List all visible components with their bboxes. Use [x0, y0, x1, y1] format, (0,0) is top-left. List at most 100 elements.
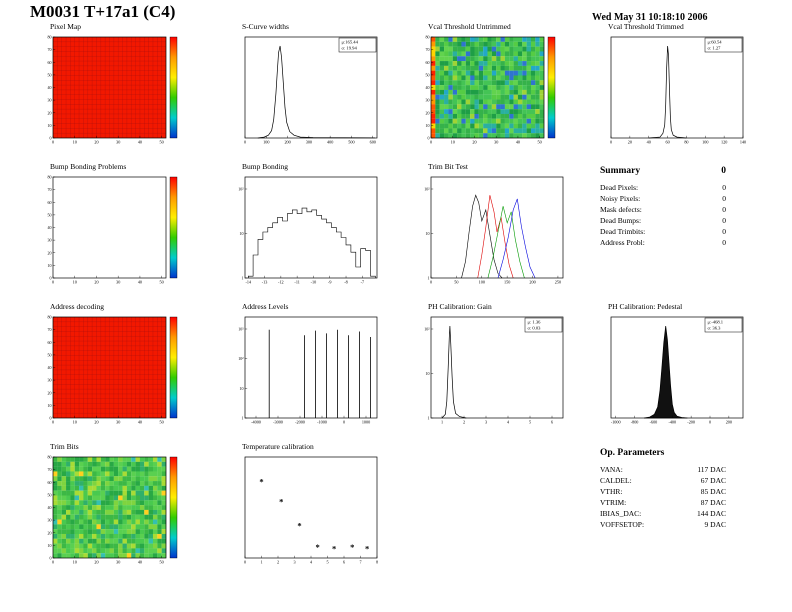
- svg-text:50: 50: [48, 352, 52, 357]
- svg-text:120: 120: [721, 140, 727, 145]
- summary-row-value: 0: [722, 183, 726, 192]
- svg-text:0: 0: [50, 556, 52, 561]
- panel-ph-gain: PH Calibration: Gain 1 2 3 4 5 6 1 10 10² μ: 1.36…: [414, 302, 574, 433]
- op-parameter-label: VANA:: [600, 465, 623, 474]
- svg-text:60: 60: [48, 340, 52, 345]
- svg-text:50: 50: [160, 280, 164, 285]
- op-parameter-label: IBIAS_DAC:: [600, 509, 642, 518]
- svg-text:*: *: [332, 544, 336, 554]
- svg-text:10: 10: [426, 231, 430, 236]
- op-parameter-value: 117 DAC: [697, 465, 726, 474]
- svg-text:400: 400: [327, 140, 333, 145]
- svg-text:2: 2: [463, 420, 465, 425]
- svg-text:2: 2: [277, 560, 279, 565]
- pixel-map-title: Pixel Map: [50, 22, 82, 31]
- summary-row-value: 0: [722, 216, 726, 225]
- svg-text:80: 80: [48, 315, 52, 320]
- svg-text:-200: -200: [687, 420, 695, 425]
- summary-row: Address Probl: 0: [600, 237, 726, 248]
- svg-text:0: 0: [52, 140, 54, 145]
- svg-text:20: 20: [94, 140, 98, 145]
- svg-text:*: *: [297, 521, 301, 531]
- summary-title: Summary: [600, 166, 641, 176]
- summary-row: Noisy Pixels: 0: [600, 193, 726, 204]
- panel-bump-bonding: Bump Bonding -14 -13 -12 -11 -10 -9 -8 -7 1 10 10²: [228, 162, 388, 293]
- svg-text:50: 50: [426, 72, 430, 77]
- svg-text:μ:165.44: μ:165.44: [342, 40, 359, 45]
- ph-gain-title: PH Calibration: Gain: [428, 302, 492, 311]
- svg-text:20: 20: [94, 420, 98, 425]
- svg-text:60: 60: [48, 60, 52, 65]
- svg-text:30: 30: [116, 420, 120, 425]
- svg-text:μ: 1.36: μ: 1.36: [528, 320, 542, 325]
- svg-text:10: 10: [48, 123, 52, 128]
- op-parameter-value: 9 DAC: [704, 520, 726, 529]
- vcal-trimmed-title: Vcal Threshold Trimmed: [608, 22, 684, 31]
- summary-row: Mask defects: 0: [600, 204, 726, 215]
- vcal-untrimmed-title: Vcal Threshold Untrimmed: [428, 22, 511, 31]
- svg-text:0: 0: [52, 420, 54, 425]
- svg-text:20: 20: [472, 140, 476, 145]
- svg-text:70: 70: [426, 47, 430, 52]
- svg-text:140: 140: [740, 140, 746, 145]
- op-parameters-header: Op. Parameters: [600, 448, 726, 458]
- summary-row: Dead Bumps: 0: [600, 215, 726, 226]
- svg-text:σ: 36.3: σ: 36.3: [708, 326, 722, 331]
- svg-text:50: 50: [48, 492, 52, 497]
- panel-address-levels: Address Levels -4000 -3000 -2000 -1000 0 1000…: [228, 302, 388, 433]
- svg-text:0: 0: [52, 280, 54, 285]
- op-parameter-value: 144 DAC: [697, 509, 726, 518]
- svg-text:4: 4: [310, 560, 313, 565]
- svg-text:7: 7: [359, 560, 361, 565]
- svg-text:200: 200: [529, 280, 535, 285]
- temperature-calibration-scatter: * * * * * * * 0 1 2 3 4 5 6 7 8: [244, 456, 378, 565]
- panel-vcal-untrimmed: Vcal Threshold Untrimmed 0 10 20 30 40 50 0 10 2…: [414, 22, 574, 153]
- svg-text:10²: 10²: [238, 187, 244, 192]
- svg-text:300: 300: [306, 140, 312, 145]
- op-parameter-label: VOFFSETOP:: [600, 520, 645, 529]
- svg-text:10²: 10²: [424, 327, 430, 332]
- svg-text:8: 8: [376, 560, 378, 565]
- svg-text:30: 30: [48, 238, 52, 243]
- svg-text:-400: -400: [668, 420, 676, 425]
- svg-text:10: 10: [426, 371, 430, 376]
- op-parameter-row: CALDEL: 67 DAC: [600, 475, 726, 486]
- svg-text:80: 80: [48, 35, 52, 40]
- svg-text:60: 60: [48, 200, 52, 205]
- op-parameter-row: VTRIM: 87 DAC: [600, 497, 726, 508]
- svg-text:40: 40: [516, 140, 520, 145]
- svg-text:0: 0: [343, 420, 345, 425]
- svg-text:10²: 10²: [424, 187, 430, 192]
- ph-gain-histogram: 1 2 3 4 5 6 1 10 10² μ: 1.36σ: 0.03: [424, 316, 564, 425]
- panel-temperature-calibration: Temperature calibration * * * * * * * 0 1 2 3 4 5 6 7 8: [228, 442, 388, 573]
- panel-address-decoding: Address decoding 0 10 20 30 40 50 0 10 20 30 40 50 6…: [36, 302, 196, 433]
- summary-row-label: Address Probl:: [600, 238, 645, 247]
- op-parameter-row: VOFFSETOP: 9 DAC: [600, 519, 726, 530]
- trim-bits-title: Trim Bits: [50, 442, 79, 451]
- svg-text:40: 40: [426, 85, 430, 90]
- svg-text:10³: 10³: [238, 327, 244, 332]
- op-parameter-row: VANA: 117 DAC: [600, 464, 726, 475]
- svg-text:10: 10: [73, 280, 77, 285]
- svg-text:70: 70: [48, 47, 52, 52]
- panel-pixel-map: Pixel Map 0 10 20 30 40 50 0 10 20 30 40 50 60 70 80: [36, 22, 196, 153]
- svg-text:-9: -9: [328, 280, 332, 285]
- svg-text:100: 100: [263, 140, 269, 145]
- svg-text:40: 40: [48, 225, 52, 230]
- svg-text:40: 40: [138, 140, 142, 145]
- vcal-trimmed-histogram: 0 20 40 60 80 100 120 140 μ:60.54σ: 1.27: [610, 36, 746, 145]
- svg-text:-2000: -2000: [295, 420, 305, 425]
- svg-text:10: 10: [451, 140, 455, 145]
- svg-text:50: 50: [160, 140, 164, 145]
- svg-text:0: 0: [709, 420, 711, 425]
- trim-bit-test-title: Trim Bit Test: [428, 162, 468, 171]
- scurve-widths-histogram: 0 100 200 300 400 500 600 μ:165.44σ: 19.94: [244, 36, 378, 145]
- op-parameter-row: IBIAS_DAC: 144 DAC: [600, 508, 726, 519]
- svg-text:20: 20: [48, 390, 52, 395]
- svg-text:3: 3: [293, 560, 295, 565]
- svg-text:600: 600: [370, 140, 376, 145]
- svg-text:60: 60: [426, 60, 430, 65]
- svg-text:*: *: [279, 497, 283, 507]
- summary-row: Dead Trimbits: 0: [600, 226, 726, 237]
